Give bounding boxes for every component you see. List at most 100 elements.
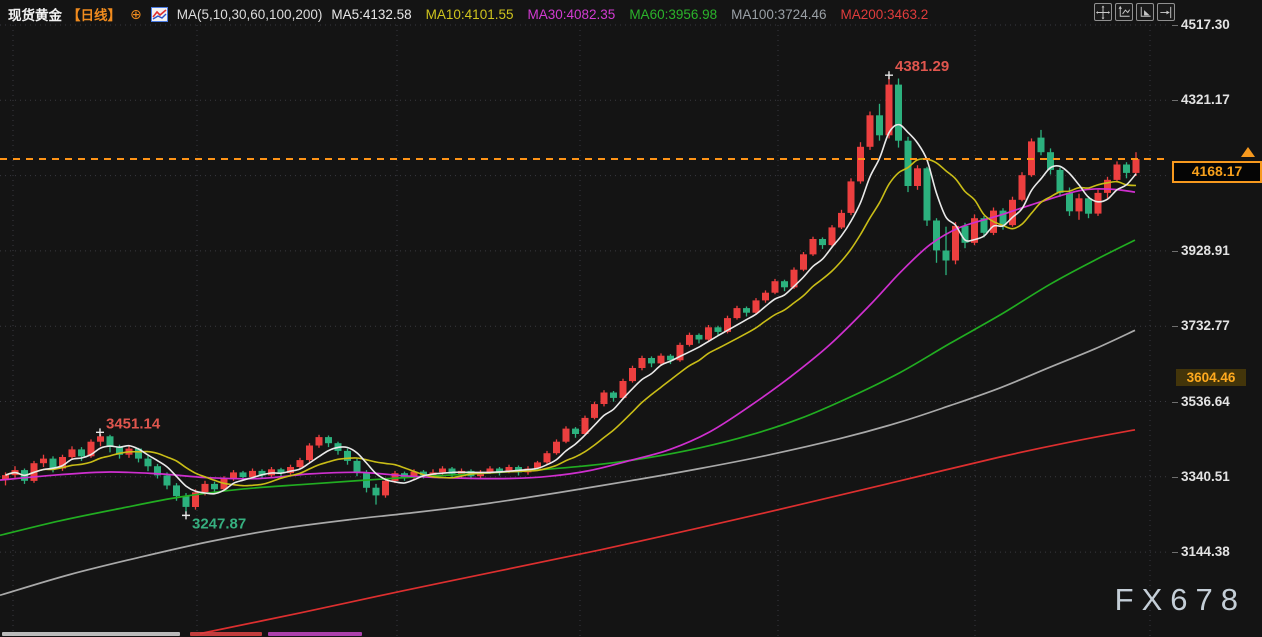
candle-up <box>306 445 313 461</box>
candle-down <box>173 485 180 497</box>
candle-up <box>971 218 978 243</box>
candle-up <box>885 84 893 136</box>
axis-tick-label: 3536.64 <box>1172 394 1230 409</box>
candle-down <box>714 327 722 332</box>
candle-down <box>1123 164 1130 173</box>
candle-down <box>1085 198 1092 214</box>
extreme-cross-icon <box>885 71 893 80</box>
timeframe-selector[interactable]: 【日线】 <box>67 8 121 23</box>
candle-up <box>591 404 598 418</box>
candle-down <box>106 436 114 447</box>
price-annotation: 3247.87 <box>192 515 246 532</box>
candle-down <box>49 458 57 469</box>
candle-down <box>258 470 266 476</box>
candle-up <box>59 457 66 469</box>
y-axis-scale-button[interactable] <box>1115 3 1133 21</box>
ma-line-ma200 <box>199 428 1136 635</box>
candle-down <box>743 308 750 313</box>
candle-up <box>287 467 294 474</box>
candle-up <box>657 355 665 364</box>
candle-up <box>439 468 446 473</box>
symbol-name: 现货黄金 <box>8 8 62 23</box>
candle-down <box>904 140 912 186</box>
candle-up <box>733 308 741 319</box>
candle-down <box>933 220 940 251</box>
ma-value-ma10: MA10:4101.55 <box>425 6 514 22</box>
candle-up <box>534 462 541 469</box>
candle-up <box>201 483 209 493</box>
candle-up <box>1018 175 1026 200</box>
candle-up <box>97 436 104 442</box>
y-axis-scale-icon <box>1118 5 1131 17</box>
candle-down <box>325 437 332 444</box>
candle-down <box>895 84 902 141</box>
clipped-text-fragment <box>268 632 362 636</box>
candle-up <box>952 225 959 261</box>
candle-up <box>828 227 836 246</box>
candle-up <box>914 168 921 186</box>
candle-up <box>410 471 418 478</box>
chart-header: 现货黄金 【日线】 ⊕ MA(5,10,30,60,100,200) MA5:4… <box>8 4 928 24</box>
candle-up <box>809 239 817 255</box>
chart-type-icon[interactable] <box>150 6 168 22</box>
clipped-text-fragment <box>190 632 262 636</box>
candle-down <box>154 466 161 476</box>
ma-value-ma5: MA5:4132.58 <box>331 6 412 22</box>
candle-down <box>420 471 427 476</box>
price-annotation: 3451.14 <box>106 415 161 432</box>
pan-tool-button[interactable] <box>1094 3 1112 21</box>
candle-up <box>1094 192 1102 214</box>
pan-tool-icon <box>1095 4 1111 20</box>
candle-down <box>1047 152 1054 170</box>
ma-value-ma60: MA60:3956.98 <box>629 6 718 22</box>
candle-up <box>486 468 494 473</box>
candle-down <box>448 468 456 474</box>
extreme-cross-icon <box>96 428 104 437</box>
candle-down <box>1037 137 1045 153</box>
candle-down <box>78 449 85 457</box>
candle-down <box>980 218 988 233</box>
candle-up <box>192 492 199 507</box>
go-to-latest-button[interactable] <box>1157 3 1175 21</box>
candle-up <box>752 300 760 313</box>
price-annotation: 4381.29 <box>895 58 949 75</box>
candle-up <box>1113 164 1121 180</box>
candle-up <box>676 344 684 361</box>
ma-line-ma100 <box>0 329 1136 597</box>
candle-down <box>135 448 142 459</box>
candle-up <box>391 473 399 481</box>
candle-down <box>182 496 190 507</box>
axis-tick-label: 4517.30 <box>1172 17 1230 32</box>
ma-value-ma30: MA30:4082.35 <box>527 6 616 22</box>
candle-up <box>249 470 256 477</box>
candle-down <box>163 475 171 486</box>
candle-down <box>648 358 655 364</box>
candle-up <box>562 428 570 442</box>
auto-fit-icon <box>1140 6 1151 17</box>
candle-down <box>277 469 285 474</box>
candle-down <box>819 239 826 246</box>
ma-line-ma30 <box>0 188 1136 481</box>
candle-down <box>942 250 950 261</box>
candle-up <box>686 334 693 345</box>
current-price-label: 4168.17 <box>1172 161 1262 183</box>
candle-up <box>1132 159 1140 173</box>
chart-toolbar <box>1094 3 1175 21</box>
candle-down <box>695 334 703 340</box>
candle-up <box>724 318 731 332</box>
candle-down <box>572 428 579 434</box>
candle-down <box>781 281 788 288</box>
ma-settings-label: MA(5,10,30,60,100,200) <box>176 6 323 22</box>
extreme-cross-icon <box>182 511 190 520</box>
candle-down <box>211 483 218 490</box>
candle-down <box>144 458 152 467</box>
candle-up <box>543 453 551 463</box>
clipped-indicator-row <box>0 632 500 637</box>
candle-down <box>961 225 969 243</box>
candle-down <box>116 447 123 455</box>
auto-fit-button[interactable] <box>1136 3 1154 21</box>
go-to-latest-icon <box>1160 6 1172 18</box>
add-compare-icon[interactable]: ⊕ <box>130 6 142 22</box>
